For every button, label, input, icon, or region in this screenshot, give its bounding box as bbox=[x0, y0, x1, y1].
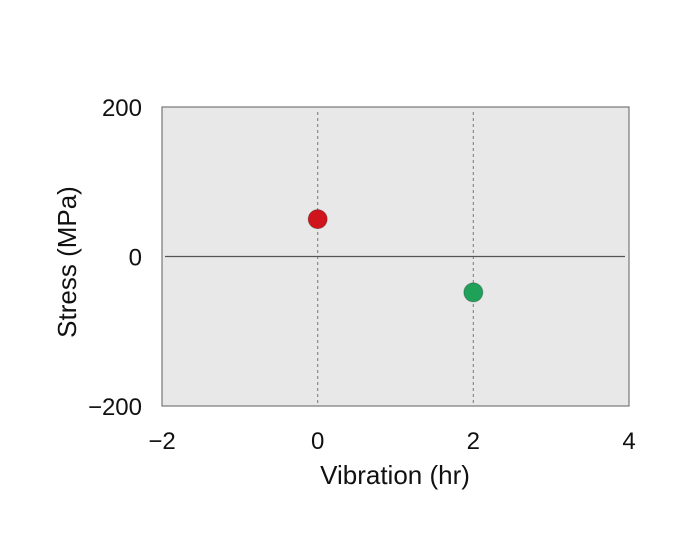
y-tick-label: 200 bbox=[102, 95, 142, 122]
y-axis-label: Stress (MPa) bbox=[52, 186, 82, 338]
x-tick-labels: −2 0 2 4 bbox=[148, 428, 635, 455]
x-tick-label: −2 bbox=[148, 428, 175, 455]
data-point-0 bbox=[307, 209, 328, 230]
y-tick-labels: 200 0 −200 bbox=[88, 95, 142, 421]
data-point-1 bbox=[463, 282, 484, 303]
x-tick-label: 0 bbox=[311, 428, 324, 455]
x-axis-label: Vibration (hr) bbox=[320, 460, 470, 490]
reference-lines bbox=[165, 112, 625, 403]
y-tick-label: 0 bbox=[129, 245, 142, 272]
x-tick-label: 4 bbox=[622, 428, 635, 455]
y-tick-label: −200 bbox=[88, 394, 142, 421]
data-points bbox=[307, 209, 484, 303]
x-tick-label: 2 bbox=[467, 428, 480, 455]
